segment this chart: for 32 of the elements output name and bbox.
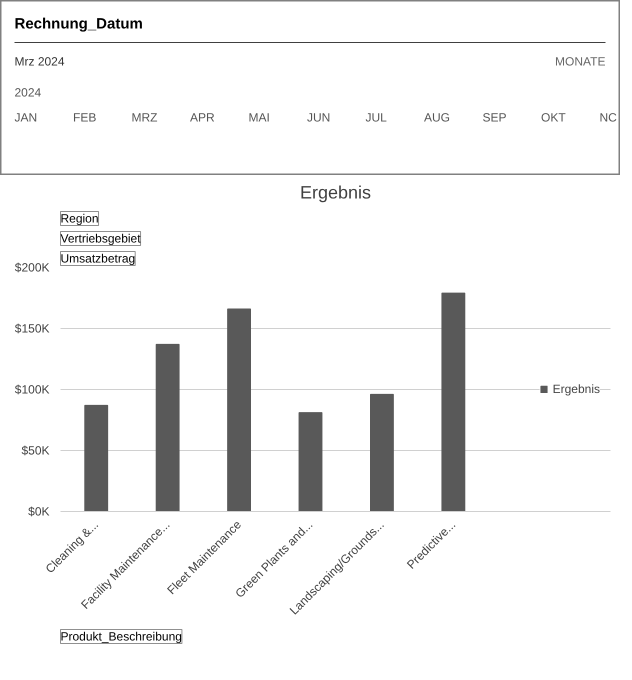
- category-label: SEP: [482, 110, 507, 124]
- bar: [370, 394, 394, 512]
- chart-title: Ergebnis: [300, 182, 372, 202]
- text: MONATE: [555, 54, 606, 68]
- category-label: AUG: [424, 110, 450, 124]
- category-label: APR: [190, 110, 216, 124]
- y-tick-label: $50K: [21, 444, 50, 458]
- bar: [84, 404, 108, 512]
- y-tick-label: $100K: [14, 382, 50, 396]
- category-label: FEB: [73, 110, 96, 124]
- text: Produkt_Beschreibung: [60, 630, 182, 644]
- bar: [298, 412, 322, 512]
- category-label: JAN: [14, 110, 38, 124]
- category-label: MAI: [248, 110, 270, 124]
- bar: [227, 308, 251, 512]
- y-tick-label: $150K: [14, 322, 50, 336]
- bar: [156, 344, 180, 512]
- bar: [441, 292, 466, 512]
- category-label: OKT: [541, 110, 566, 124]
- text: Rechnung_Datum: [14, 16, 143, 32]
- text: 2024: [14, 86, 42, 100]
- legend-label: Ergebnis: [552, 382, 600, 396]
- category-label: MRZ: [132, 110, 158, 124]
- text: Region: [60, 212, 99, 226]
- category-label: NC: [600, 110, 618, 124]
- y-tick-label: $200K: [14, 260, 50, 274]
- category-label: JUN: [307, 110, 330, 124]
- text: Umsatzbetrag: [60, 252, 136, 266]
- text: Vertriebsgebiet: [60, 232, 142, 246]
- category-label: JUL: [366, 110, 388, 124]
- y-tick-label: $0K: [28, 504, 50, 518]
- text: Mrz 2024: [14, 54, 65, 68]
